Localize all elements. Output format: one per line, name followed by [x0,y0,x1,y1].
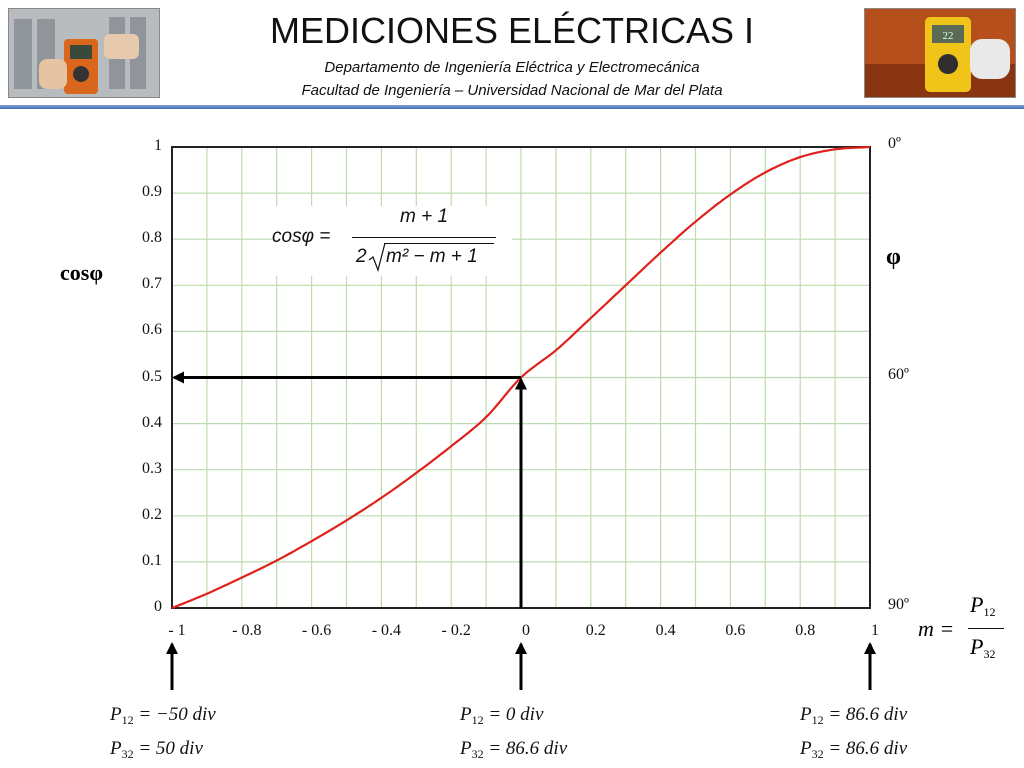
x-tick-label: - 0.8 [232,622,262,639]
x-tick-label: 0.8 [795,622,816,639]
department-subtitle: Departamento de Ingeniería Eléctrica y E… [324,59,700,76]
angle-tick-label: 60º [888,365,909,383]
formula-denominator-radicand: m² − m + 1 [386,246,478,267]
x-tick-label: - 0.6 [301,622,332,639]
faculty-subtitle: Facultad de Ingeniería – Universidad Nac… [301,82,723,99]
p12-reading: P12 = 0 div [460,704,544,727]
multimeter-photo-left [9,9,159,97]
p12-reading: P12 = −50 div [110,704,216,727]
page-title: MEDICIONES ELÉCTRICAS I [269,10,755,51]
x-tick-label: 0.4 [655,622,676,639]
y-tick-label: 0.2 [142,505,162,523]
x-tick-label: 1 [871,622,879,639]
header-photo-left [8,8,160,98]
phi-axis-label: φ [886,244,901,270]
y-axis-label: cosφ [60,260,104,285]
x-tick-label: 0.2 [585,622,606,639]
multimeter-photo-right: 22 [865,9,1015,97]
x-tick-label: - 0.2 [441,622,471,639]
y-tick-label: 0.4 [142,413,162,431]
y-tick-label: 0.1 [142,551,162,569]
bottom-arrows [166,642,876,690]
m-definition: m = P12 P32 [918,592,1018,672]
x-tick-label: - 1 [168,622,186,639]
sqrt-bar [384,243,494,244]
angle-tick-label: 0º [888,135,901,152]
angle-tick-label: 90º [888,596,909,613]
x-tick-label: 0 [522,622,530,639]
m-def-lhs: m = [918,616,955,641]
y-tick-label: 0.6 [142,321,162,339]
y-tick-label: 0.3 [142,459,162,477]
p32-reading: P32 = 86.6 div [460,738,568,761]
y-tick-label: 0 [154,598,162,615]
x-tick-label: - 0.4 [371,622,402,639]
m-def-num: P12 [970,592,996,619]
y-tick-label: 1 [154,137,162,154]
formula-lhs: cosφ = [272,226,331,247]
y-tick-label: 0.7 [142,275,162,293]
header-rule [0,105,1024,109]
p32-reading: P32 = 86.6 div [800,738,908,761]
formula-box: cosφ = m + 1 2 m² − m + 1 [272,206,512,276]
sqrt-icon [368,242,386,272]
m-def-bar [968,628,1004,629]
p32-reading: P32 = 50 div [110,738,203,761]
formula-fraction-bar [352,237,496,238]
svg-text:22: 22 [943,30,954,42]
y-tick-label: 0.8 [142,229,162,247]
y-tick-label: 0.5 [142,367,162,385]
p12-reading: P12 = 86.6 div [800,704,908,727]
formula-numerator: m + 1 [400,206,449,227]
y-tick-label: 0.9 [142,183,162,201]
header-photo-right: 22 [864,8,1016,98]
x-tick-label: 0.6 [725,622,746,639]
formula-denominator-coef: 2 [356,246,367,267]
m-def-den: P32 [970,634,996,661]
